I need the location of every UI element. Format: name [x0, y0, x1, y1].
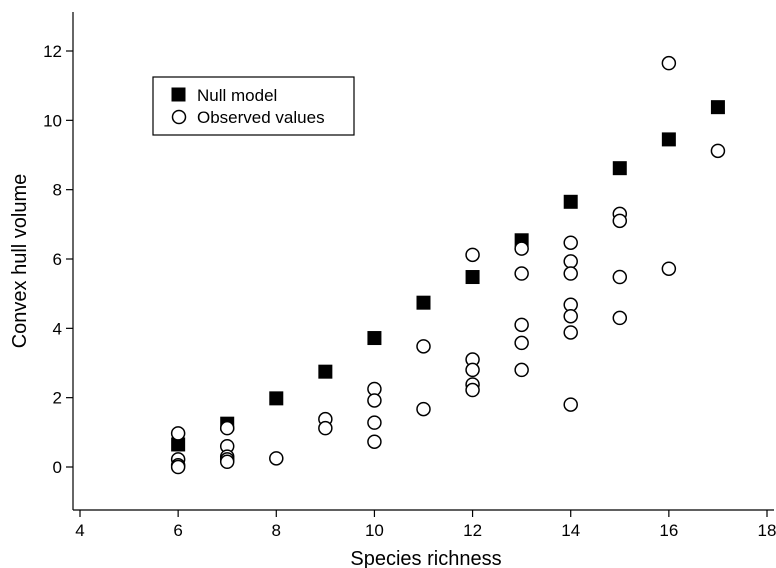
observed-value-point [416, 401, 431, 417]
observed-value-point [318, 420, 333, 436]
x-axis-title: Species richness [350, 548, 501, 568]
y-axis-title: Convex hull volume [9, 174, 31, 349]
observed-value-point [514, 241, 529, 256]
observed-value-point [563, 235, 578, 250]
data-points [170, 55, 726, 475]
observed-value-point [170, 459, 186, 475]
observed-value-point [661, 261, 677, 276]
axes [72, 12, 774, 511]
legend-box [152, 76, 355, 136]
y-tick-label: 4 [53, 319, 62, 338]
observed-value-point [219, 420, 235, 436]
null-model-point [612, 161, 627, 176]
null-model-point [563, 194, 578, 209]
y-tick-label: 2 [53, 389, 62, 408]
observed-value-point [612, 269, 628, 285]
observed-value-point [465, 362, 480, 378]
observed-value-point [367, 393, 382, 408]
x-ticks: 4 6 8 10 12 14 16 18 [75, 510, 776, 540]
observed-value-point [563, 397, 578, 412]
null-model-point [710, 100, 725, 115]
y-tick-label: 6 [53, 250, 62, 269]
null-model-point [465, 270, 480, 285]
observed-value-point [514, 362, 529, 378]
null-model-point [269, 391, 284, 406]
x-tick-label: 8 [272, 521, 281, 540]
observed-value-point [514, 317, 529, 333]
observed-value-point [563, 254, 578, 269]
observed-value-point [563, 325, 578, 340]
observed-value-point [269, 451, 284, 466]
observed-value-point [612, 213, 628, 229]
observed-value-point [170, 426, 186, 441]
null-model-point [318, 364, 333, 379]
observed-value-point [367, 415, 382, 430]
observed-value-point [219, 454, 235, 470]
legend-null-model-marker [171, 87, 186, 102]
observed-value-point [661, 55, 677, 71]
x-tick-label: 4 [75, 521, 84, 540]
y-ticks: 0 2 4 6 8 10 12 [43, 42, 73, 477]
x-tick-label: 10 [365, 521, 384, 540]
observed-value-point [563, 308, 578, 324]
legend-observed-values-label: Observed values [197, 108, 325, 127]
null-model-point [661, 132, 676, 147]
y-tick-label: 12 [43, 42, 62, 61]
observed-value-point [612, 310, 628, 326]
null-model-point [367, 331, 382, 346]
y-tick-label: 0 [53, 458, 62, 477]
x-tick-label: 12 [463, 521, 482, 540]
x-tick-label: 6 [173, 521, 182, 540]
observed-value-point [563, 266, 578, 281]
observed-value-point [514, 266, 529, 281]
legend-observed-values-marker [171, 109, 187, 125]
observed-value-point [465, 247, 480, 263]
y-tick-label: 10 [43, 111, 62, 130]
observed-value-point [465, 382, 480, 398]
x-tick-label: 14 [561, 521, 580, 540]
null-model-point [416, 295, 431, 310]
observed-value-point [514, 335, 529, 351]
y-tick-label: 8 [53, 181, 62, 200]
x-tick-label: 18 [758, 521, 776, 540]
observed-value-point [367, 434, 382, 449]
observed-value-point [416, 339, 431, 354]
legend-null-model-label: Null model [197, 86, 277, 105]
x-tick-label: 16 [659, 521, 678, 540]
legend: Null model Observed values [152, 76, 355, 136]
observed-value-point [710, 143, 726, 159]
